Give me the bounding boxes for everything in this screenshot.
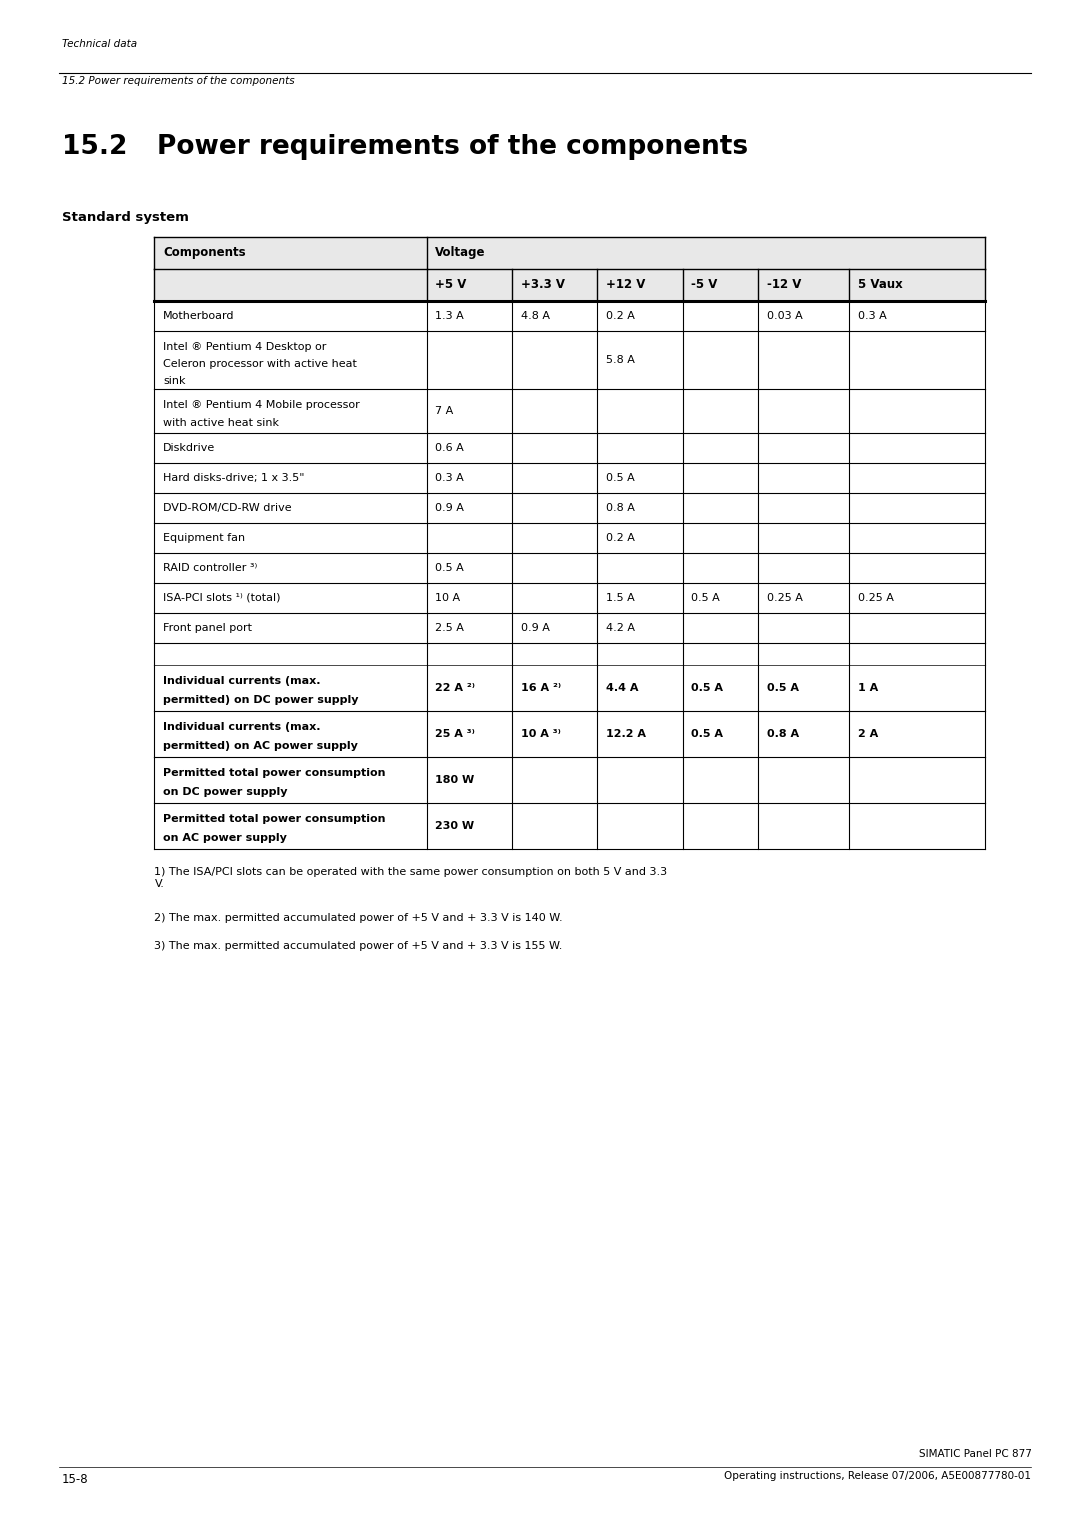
Text: 5.8 A: 5.8 A xyxy=(606,354,635,365)
Text: Individual currents (max.: Individual currents (max. xyxy=(163,721,321,732)
Text: 10 A ³⁾: 10 A ³⁾ xyxy=(521,729,561,740)
Text: Operating instructions, Release 07/2006, A5E00877780-01: Operating instructions, Release 07/2006,… xyxy=(725,1471,1031,1482)
Text: 0.8 A: 0.8 A xyxy=(606,503,635,513)
Text: Motherboard: Motherboard xyxy=(163,310,234,321)
Bar xyxy=(154,463,985,494)
Text: 180 W: 180 W xyxy=(435,775,474,785)
Bar xyxy=(154,665,985,711)
Text: 0.9 A: 0.9 A xyxy=(435,503,464,513)
Text: +3.3 V: +3.3 V xyxy=(521,278,565,292)
Text: ISA-PCI slots ¹⁾ (total): ISA-PCI slots ¹⁾ (total) xyxy=(163,593,281,604)
Bar xyxy=(154,711,985,756)
Text: 16 A ²⁾: 16 A ²⁾ xyxy=(521,683,561,692)
Text: Front panel port: Front panel port xyxy=(163,623,252,633)
Bar xyxy=(154,553,985,582)
Text: 0.3 A: 0.3 A xyxy=(858,310,887,321)
Text: 7 A: 7 A xyxy=(435,406,454,416)
Text: Intel ® Pentium 4 Mobile processor: Intel ® Pentium 4 Mobile processor xyxy=(163,399,360,410)
Bar xyxy=(154,643,985,665)
Text: Voltage: Voltage xyxy=(435,246,486,260)
Text: 0.5 A: 0.5 A xyxy=(767,683,799,692)
Text: +5 V: +5 V xyxy=(435,278,467,292)
Text: 2 A: 2 A xyxy=(858,729,878,740)
Text: 4.4 A: 4.4 A xyxy=(606,683,638,692)
Text: RAID controller ³⁾: RAID controller ³⁾ xyxy=(163,562,257,573)
Text: 0.03 A: 0.03 A xyxy=(767,310,802,321)
Text: Equipment fan: Equipment fan xyxy=(163,533,245,542)
Bar xyxy=(154,756,985,802)
Text: 3) The max. permitted accumulated power of +5 V and + 3.3 V is 155 W.: 3) The max. permitted accumulated power … xyxy=(154,941,563,950)
Text: 5 Vaux: 5 Vaux xyxy=(858,278,902,292)
Text: 15.2: 15.2 xyxy=(62,134,127,160)
Text: 4.2 A: 4.2 A xyxy=(606,623,635,633)
Text: Intel ® Pentium 4 Desktop or: Intel ® Pentium 4 Desktop or xyxy=(163,342,326,351)
Bar xyxy=(154,269,985,301)
Text: sink: sink xyxy=(163,376,186,385)
Text: 15.2 Power requirements of the components: 15.2 Power requirements of the component… xyxy=(62,76,294,87)
Text: 230 W: 230 W xyxy=(435,821,474,831)
Text: Permitted total power consumption: Permitted total power consumption xyxy=(163,813,386,824)
Bar xyxy=(154,388,985,432)
Text: 10 A: 10 A xyxy=(435,593,460,604)
Text: -12 V: -12 V xyxy=(767,278,801,292)
Text: 25 A ³⁾: 25 A ³⁾ xyxy=(435,729,475,740)
Text: 1.5 A: 1.5 A xyxy=(606,593,635,604)
Text: 2.5 A: 2.5 A xyxy=(435,623,464,633)
Text: 0.8 A: 0.8 A xyxy=(767,729,799,740)
Text: +12 V: +12 V xyxy=(606,278,645,292)
Bar xyxy=(154,582,985,613)
Text: 22 A ²⁾: 22 A ²⁾ xyxy=(435,683,475,692)
Text: 12.2 A: 12.2 A xyxy=(606,729,646,740)
Text: permitted) on DC power supply: permitted) on DC power supply xyxy=(163,695,359,704)
Text: 1.3 A: 1.3 A xyxy=(435,310,464,321)
Bar xyxy=(154,494,985,523)
Bar xyxy=(154,613,985,643)
Text: 0.25 A: 0.25 A xyxy=(767,593,802,604)
Text: SIMATIC Panel PC 877: SIMATIC Panel PC 877 xyxy=(918,1449,1031,1459)
Text: Standard system: Standard system xyxy=(62,211,188,225)
Text: Hard disks-drive; 1 x 3.5": Hard disks-drive; 1 x 3.5" xyxy=(163,472,305,483)
Text: 1) The ISA/PCI slots can be operated with the same power consumption on both 5 V: 1) The ISA/PCI slots can be operated wit… xyxy=(154,868,667,889)
Text: 0.2 A: 0.2 A xyxy=(606,533,635,542)
Text: permitted) on AC power supply: permitted) on AC power supply xyxy=(163,741,357,750)
Text: 0.3 A: 0.3 A xyxy=(435,472,464,483)
Text: 0.5 A: 0.5 A xyxy=(435,562,464,573)
Bar xyxy=(154,432,985,463)
Text: Diskdrive: Diskdrive xyxy=(163,443,215,452)
Text: 0.5 A: 0.5 A xyxy=(691,729,724,740)
Bar xyxy=(154,332,985,388)
Text: Permitted total power consumption: Permitted total power consumption xyxy=(163,767,386,778)
Bar xyxy=(154,802,985,850)
Text: DVD-ROM/CD-RW drive: DVD-ROM/CD-RW drive xyxy=(163,503,292,513)
Bar xyxy=(154,301,985,332)
Text: 0.5 A: 0.5 A xyxy=(691,683,724,692)
Text: with active heat sink: with active heat sink xyxy=(163,417,279,428)
Text: 4.8 A: 4.8 A xyxy=(521,310,550,321)
Text: Technical data: Technical data xyxy=(62,38,137,49)
Text: 2) The max. permitted accumulated power of +5 V and + 3.3 V is 140 W.: 2) The max. permitted accumulated power … xyxy=(154,914,563,923)
Text: on AC power supply: on AC power supply xyxy=(163,833,287,843)
Text: 15-8: 15-8 xyxy=(62,1473,89,1487)
Text: Power requirements of the components: Power requirements of the components xyxy=(157,134,747,160)
Text: 0.5 A: 0.5 A xyxy=(606,472,635,483)
Bar xyxy=(154,237,985,269)
Text: 0.25 A: 0.25 A xyxy=(858,593,893,604)
Text: 1 A: 1 A xyxy=(858,683,878,692)
Text: 0.5 A: 0.5 A xyxy=(691,593,720,604)
Text: Components: Components xyxy=(163,246,246,260)
Text: 0.9 A: 0.9 A xyxy=(521,623,550,633)
Text: Individual currents (max.: Individual currents (max. xyxy=(163,675,321,686)
Text: -5 V: -5 V xyxy=(691,278,717,292)
Text: 0.2 A: 0.2 A xyxy=(606,310,635,321)
Bar xyxy=(154,523,985,553)
Text: Celeron processor with active heat: Celeron processor with active heat xyxy=(163,359,357,368)
Text: 0.6 A: 0.6 A xyxy=(435,443,464,452)
Text: on DC power supply: on DC power supply xyxy=(163,787,287,796)
